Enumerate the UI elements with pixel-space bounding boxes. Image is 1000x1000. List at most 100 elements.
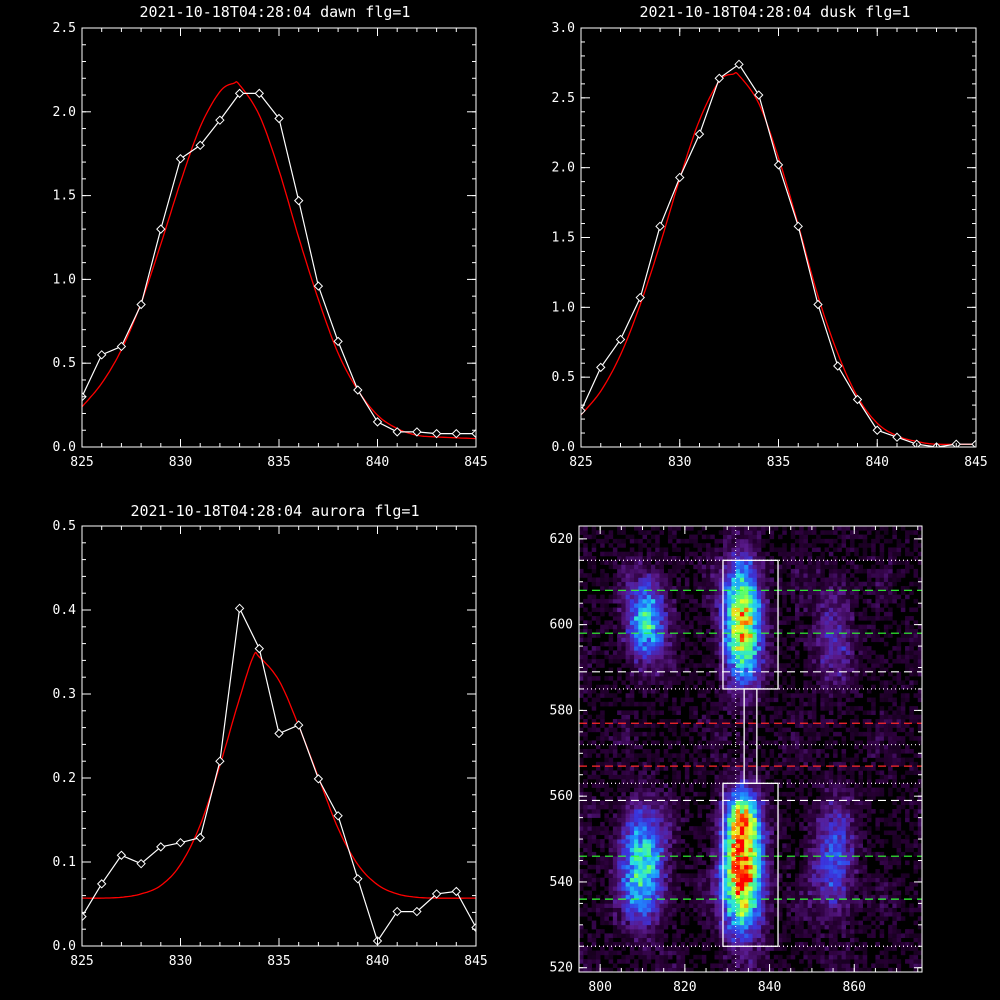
heatmap-pixel [663, 950, 669, 956]
heatmap-pixel [905, 860, 910, 866]
heatmap-pixel [782, 697, 787, 703]
heatmap-pixel [689, 877, 694, 883]
heatmap-pixel [638, 946, 643, 951]
heatmap-pixel [841, 916, 847, 921]
heatmap-pixel [693, 676, 698, 681]
heatmap-pixel [680, 723, 686, 728]
heatmap-pixel [786, 753, 792, 758]
heatmap-pixel [608, 843, 614, 848]
heatmap-pixel [845, 856, 851, 861]
heatmap-pixel [837, 941, 842, 947]
heatmap-pixel [722, 706, 728, 711]
heatmap-pixel [625, 731, 631, 737]
heatmap-pixel [761, 654, 766, 660]
heatmap-pixel [875, 941, 880, 947]
heatmap-pixel [667, 864, 673, 870]
heatmap-pixel [672, 894, 677, 900]
heatmap-pixel [828, 676, 834, 681]
heatmap-pixels [579, 526, 923, 973]
heatmap-pixel [773, 654, 779, 660]
heatmap-pixel [875, 744, 880, 750]
heatmap-pixel [862, 744, 868, 750]
heatmap-pixel [888, 929, 893, 934]
heatmap-pixel [769, 766, 775, 771]
heatmap-pixel [799, 701, 804, 707]
heatmap-pixel [824, 744, 830, 750]
heatmap-pixel [879, 809, 885, 814]
heatmap-pixel [866, 804, 872, 810]
heatmap-pixel [625, 714, 631, 720]
heatmap-pixel [718, 886, 724, 891]
heatmap-pixel [845, 916, 851, 921]
heatmap-pixel [706, 886, 711, 891]
heatmap-pixel [634, 680, 639, 685]
heatmap-pixel [655, 821, 660, 827]
heatmap-pixel [731, 821, 736, 827]
heatmap-pixel [706, 658, 711, 664]
heatmap-pixel [638, 937, 643, 943]
heatmap-pixel [854, 834, 859, 840]
heatmap-pixel [735, 877, 741, 883]
heatmap-pixel [896, 933, 902, 938]
heatmap-pixel [718, 680, 724, 685]
heatmap-pixel [769, 916, 775, 921]
heatmap-pixel [807, 860, 813, 866]
heatmap-pixel [659, 658, 664, 664]
heatmap-pixel [659, 813, 664, 818]
heatmap-pixel [811, 911, 817, 917]
heatmap-pixel [854, 954, 859, 960]
heatmap-pixel [765, 783, 770, 788]
heatmap-pixel [782, 817, 787, 823]
heatmap-pixel [621, 830, 626, 836]
heatmap-pixel [727, 954, 732, 960]
heatmap-pixel [579, 646, 584, 651]
heatmap-pixel [833, 684, 838, 690]
heatmap-pixel [663, 860, 669, 866]
heatmap-pixel [761, 899, 766, 904]
heatmap-pixel [739, 744, 745, 750]
heatmap-pixel [718, 731, 724, 737]
heatmap-pixel [841, 783, 847, 788]
heatmap-pixel [608, 744, 614, 750]
heatmap-pixel [642, 929, 648, 934]
heatmap-pixel [583, 967, 588, 973]
heatmap-pixel [765, 899, 770, 904]
heatmap-pixel [672, 924, 677, 930]
heatmap-pixel [871, 929, 876, 934]
heatmap-pixel [680, 676, 686, 681]
heatmap-pixel [824, 946, 830, 951]
heatmap-pixel [790, 684, 796, 690]
heatmap-pixel [689, 663, 694, 668]
heatmap-pixel [841, 941, 847, 947]
heatmap-pixel [752, 830, 758, 836]
heatmap-pixel [604, 903, 609, 908]
heatmap-pixel [701, 658, 707, 664]
heatmap-pixel [803, 839, 808, 844]
heatmap-pixel [676, 847, 681, 853]
heatmap-pixel [638, 723, 643, 728]
heatmap-pixel [663, 851, 669, 857]
heatmap-pixel [790, 826, 796, 831]
heatmap-pixel [701, 903, 707, 908]
heatmap-pixel [862, 800, 868, 806]
heatmap-pixel [769, 899, 775, 904]
heatmap-pixel [722, 774, 728, 780]
heatmap-pixel [727, 817, 732, 823]
heatmap-pixel [765, 903, 770, 908]
heatmap-pixel [837, 890, 842, 896]
heatmap-pixel [718, 864, 724, 870]
heatmap-pixel [617, 710, 622, 715]
heatmap-pixel [892, 856, 897, 861]
heatmap-pixel [608, 864, 614, 870]
heatmap-pixel [587, 804, 592, 810]
heatmap-pixel [650, 658, 656, 664]
heatmap-pixel [761, 766, 766, 771]
aurora-panel: 2021-10-18T04:28:04 aurora flg=1 825 830 8… [53, 502, 488, 969]
heatmap-pixel [833, 688, 838, 694]
heatmap-pixel [892, 924, 897, 930]
heatmap-pixel [604, 899, 609, 904]
heatmap-pixel [811, 779, 817, 784]
heatmap-pixel [697, 830, 703, 836]
heatmap-pixel [625, 839, 631, 844]
heatmap-pixel [854, 851, 859, 857]
